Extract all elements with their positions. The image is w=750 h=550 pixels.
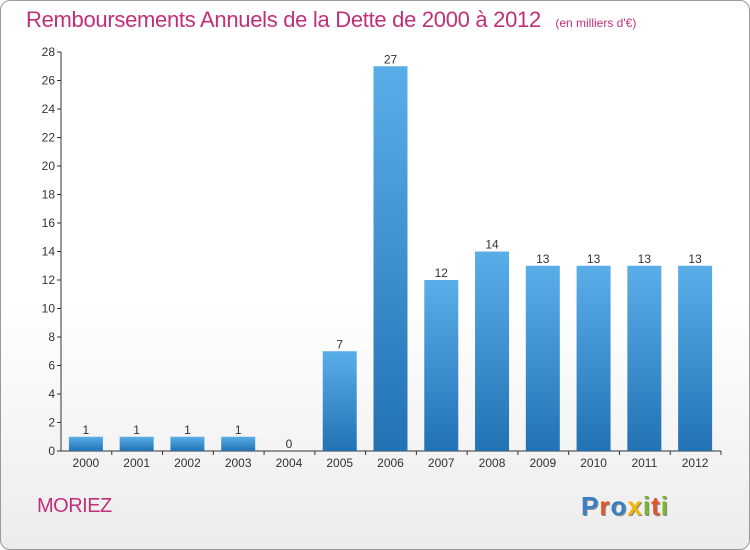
data-label: 7	[336, 337, 343, 351]
chart-subtitle: (en milliers d'€)	[555, 16, 637, 30]
y-tick-label: 4	[48, 387, 55, 401]
bar	[627, 265, 662, 451]
x-tick-label: 2008	[479, 456, 506, 470]
x-tick-label: 2006	[377, 456, 404, 470]
bar	[424, 280, 459, 451]
y-tick-label: 22	[42, 131, 56, 145]
y-tick-label: 0	[48, 444, 55, 458]
data-label: 14	[485, 238, 499, 252]
x-tick-label: 2012	[682, 456, 709, 470]
data-label: 1	[83, 423, 90, 437]
y-tick-label: 20	[42, 159, 56, 173]
bar	[221, 436, 256, 451]
y-tick-label: 2	[48, 416, 55, 430]
data-label: 1	[133, 423, 140, 437]
data-label: 13	[638, 252, 652, 266]
data-label: 0	[286, 437, 293, 451]
logo-letter: x	[627, 491, 643, 521]
chart-title-block: Remboursements Annuels de la Dette de 20…	[26, 7, 636, 33]
bar	[678, 265, 713, 451]
y-tick-label: 16	[42, 216, 56, 230]
data-label: 12	[435, 266, 449, 280]
proxiti-logo: Proxiti	[581, 491, 669, 522]
data-label: 13	[688, 252, 702, 266]
commune-name: MORIEZ	[37, 495, 112, 517]
bar	[373, 66, 408, 451]
x-tick-label: 2009	[529, 456, 556, 470]
x-tick-label: 2001	[123, 456, 150, 470]
x-tick-label: 2002	[174, 456, 201, 470]
y-tick-label: 6	[48, 359, 55, 373]
bars	[68, 66, 713, 451]
x-tick-label: 2004	[276, 456, 303, 470]
x-tick-label: 2000	[73, 456, 100, 470]
y-tick-label: 12	[42, 273, 56, 287]
logo-letter: o	[610, 491, 628, 521]
bar	[322, 351, 357, 451]
data-label: 13	[587, 252, 601, 266]
bar	[170, 436, 205, 451]
x-tick-label: 2005	[326, 456, 353, 470]
logo-letter: r	[599, 491, 611, 521]
bar	[576, 265, 611, 451]
x-axis: 2000 2001 2002 2003 2004 2005 2006 2007 2008 2009…	[61, 450, 722, 470]
y-tick-label: 18	[42, 188, 56, 202]
data-label: 1	[235, 423, 242, 437]
y-tick-label: 28	[42, 45, 56, 59]
bar	[119, 436, 154, 451]
y-tick-label: 26	[42, 74, 56, 88]
x-tick-label: 2003	[225, 456, 252, 470]
x-tick-label: 2010	[580, 456, 607, 470]
data-label: 1	[184, 423, 191, 437]
x-tick-label: 2007	[428, 456, 455, 470]
data-label: 13	[536, 252, 550, 266]
data-labels: 1 1 1 1 0 7 27 12 14 13 13 13 13	[83, 52, 703, 451]
logo-letter: t	[651, 491, 661, 521]
bar	[525, 265, 560, 451]
bar	[68, 436, 103, 451]
y-tick-label: 24	[42, 102, 56, 116]
logo-letter: i	[642, 491, 652, 521]
y-tick-label: 14	[42, 245, 56, 259]
logo-letter: i	[660, 491, 669, 521]
x-tick-label: 2011	[631, 456, 657, 470]
y-tick-label: 8	[48, 330, 55, 344]
bar	[475, 251, 510, 451]
data-label: 27	[384, 52, 398, 66]
y-tick-label: 10	[42, 302, 56, 316]
logo-letter: P	[581, 491, 600, 521]
chart-title: Remboursements Annuels de la Dette de 20…	[26, 7, 541, 32]
